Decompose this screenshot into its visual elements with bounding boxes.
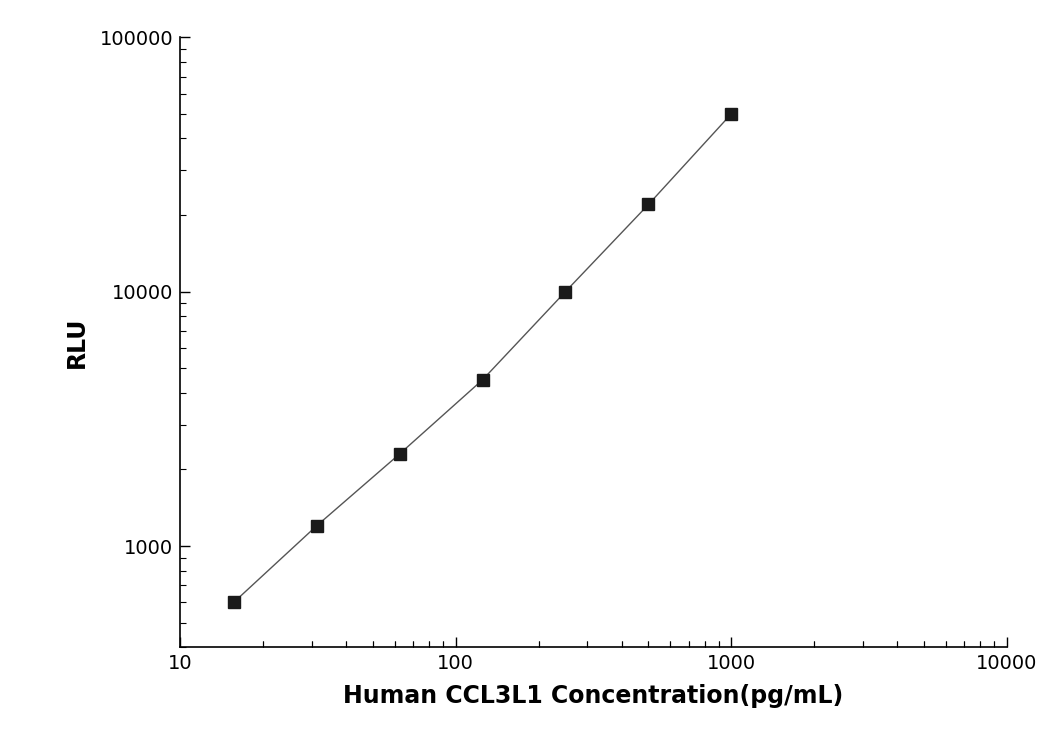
X-axis label: Human CCL3L1 Concentration(pg/mL): Human CCL3L1 Concentration(pg/mL) [343, 684, 844, 708]
Y-axis label: RLU: RLU [65, 316, 89, 368]
